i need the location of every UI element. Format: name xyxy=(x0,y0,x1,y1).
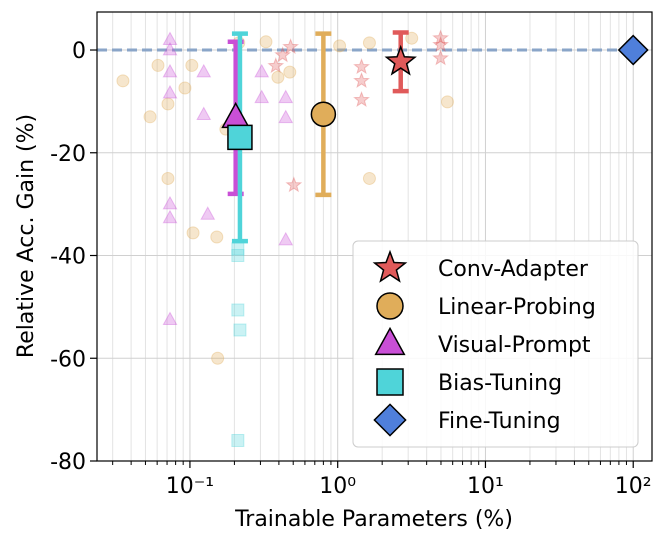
background-point xyxy=(282,38,300,55)
background-point xyxy=(162,209,178,224)
legend-label: Linear-Probing xyxy=(438,295,596,320)
background-point xyxy=(440,95,454,109)
background-point xyxy=(162,63,178,78)
point xyxy=(227,124,253,151)
legend-marker xyxy=(373,403,407,437)
x-tick-label: 10² xyxy=(615,474,652,499)
plot-frame xyxy=(96,11,653,462)
background-point xyxy=(116,74,130,88)
background-point xyxy=(162,195,178,210)
background-point xyxy=(162,311,178,326)
background-point xyxy=(267,57,285,74)
background-point xyxy=(196,63,212,78)
background-point xyxy=(333,39,347,53)
background-point xyxy=(178,81,192,95)
y-tick-label: -80 xyxy=(50,450,86,475)
y-tick-label: -20 xyxy=(50,142,86,167)
background-point xyxy=(200,206,216,220)
background-point xyxy=(274,46,292,63)
background-point xyxy=(185,58,199,72)
legend-marker xyxy=(372,249,408,283)
background-point xyxy=(283,65,297,79)
y-tick-label: -40 xyxy=(50,245,86,270)
background-point xyxy=(353,58,370,75)
background-point xyxy=(231,303,245,317)
point xyxy=(384,44,417,76)
background-point xyxy=(210,230,224,244)
background-point xyxy=(278,109,294,124)
background-point xyxy=(278,89,294,104)
background-point xyxy=(362,171,376,185)
background-point xyxy=(186,226,200,240)
legend-box xyxy=(352,240,639,448)
background-point xyxy=(271,70,285,84)
background-point xyxy=(259,35,273,49)
background-point xyxy=(254,63,270,78)
background-point xyxy=(162,31,178,46)
legend-label: Conv-Adapter xyxy=(438,257,589,282)
background-point xyxy=(405,31,419,45)
background-point xyxy=(161,97,175,111)
background-point xyxy=(362,36,376,50)
background-point xyxy=(161,171,175,185)
background-point xyxy=(432,36,450,53)
background-point xyxy=(432,29,450,46)
background-point xyxy=(162,41,178,56)
x-tick-label: 10⁰ xyxy=(319,474,356,499)
background-point xyxy=(353,90,370,108)
point xyxy=(617,34,649,66)
y-tick-label: -60 xyxy=(50,347,86,372)
background-point xyxy=(285,176,303,193)
background-point xyxy=(151,58,165,72)
background-point xyxy=(211,351,225,365)
background-point xyxy=(353,71,370,89)
background-point xyxy=(432,49,450,66)
y-tick-label: 0 xyxy=(72,39,86,64)
legend-label: Bias-Tuning xyxy=(438,371,562,396)
x-axis-label: Trainable Parameters (%) xyxy=(234,507,513,532)
background-point xyxy=(254,89,270,104)
legend-label: Fine-Tuning xyxy=(438,409,561,434)
legend-marker xyxy=(376,292,404,320)
background-point xyxy=(231,433,245,447)
x-tick-label: 10¹ xyxy=(467,474,504,499)
x-tick-label: 10⁻¹ xyxy=(166,474,214,499)
background-point xyxy=(196,106,212,121)
legend-marker xyxy=(374,326,406,356)
legend-label: Visual-Prompt xyxy=(438,333,591,358)
y-axis-label: Relative Acc. Gain (%) xyxy=(14,114,39,358)
background-point xyxy=(233,323,247,337)
background-point xyxy=(143,110,157,124)
point xyxy=(310,101,337,127)
legend-marker xyxy=(376,368,404,396)
background-point xyxy=(162,84,178,99)
background-point xyxy=(231,249,245,263)
background-point xyxy=(278,231,294,246)
